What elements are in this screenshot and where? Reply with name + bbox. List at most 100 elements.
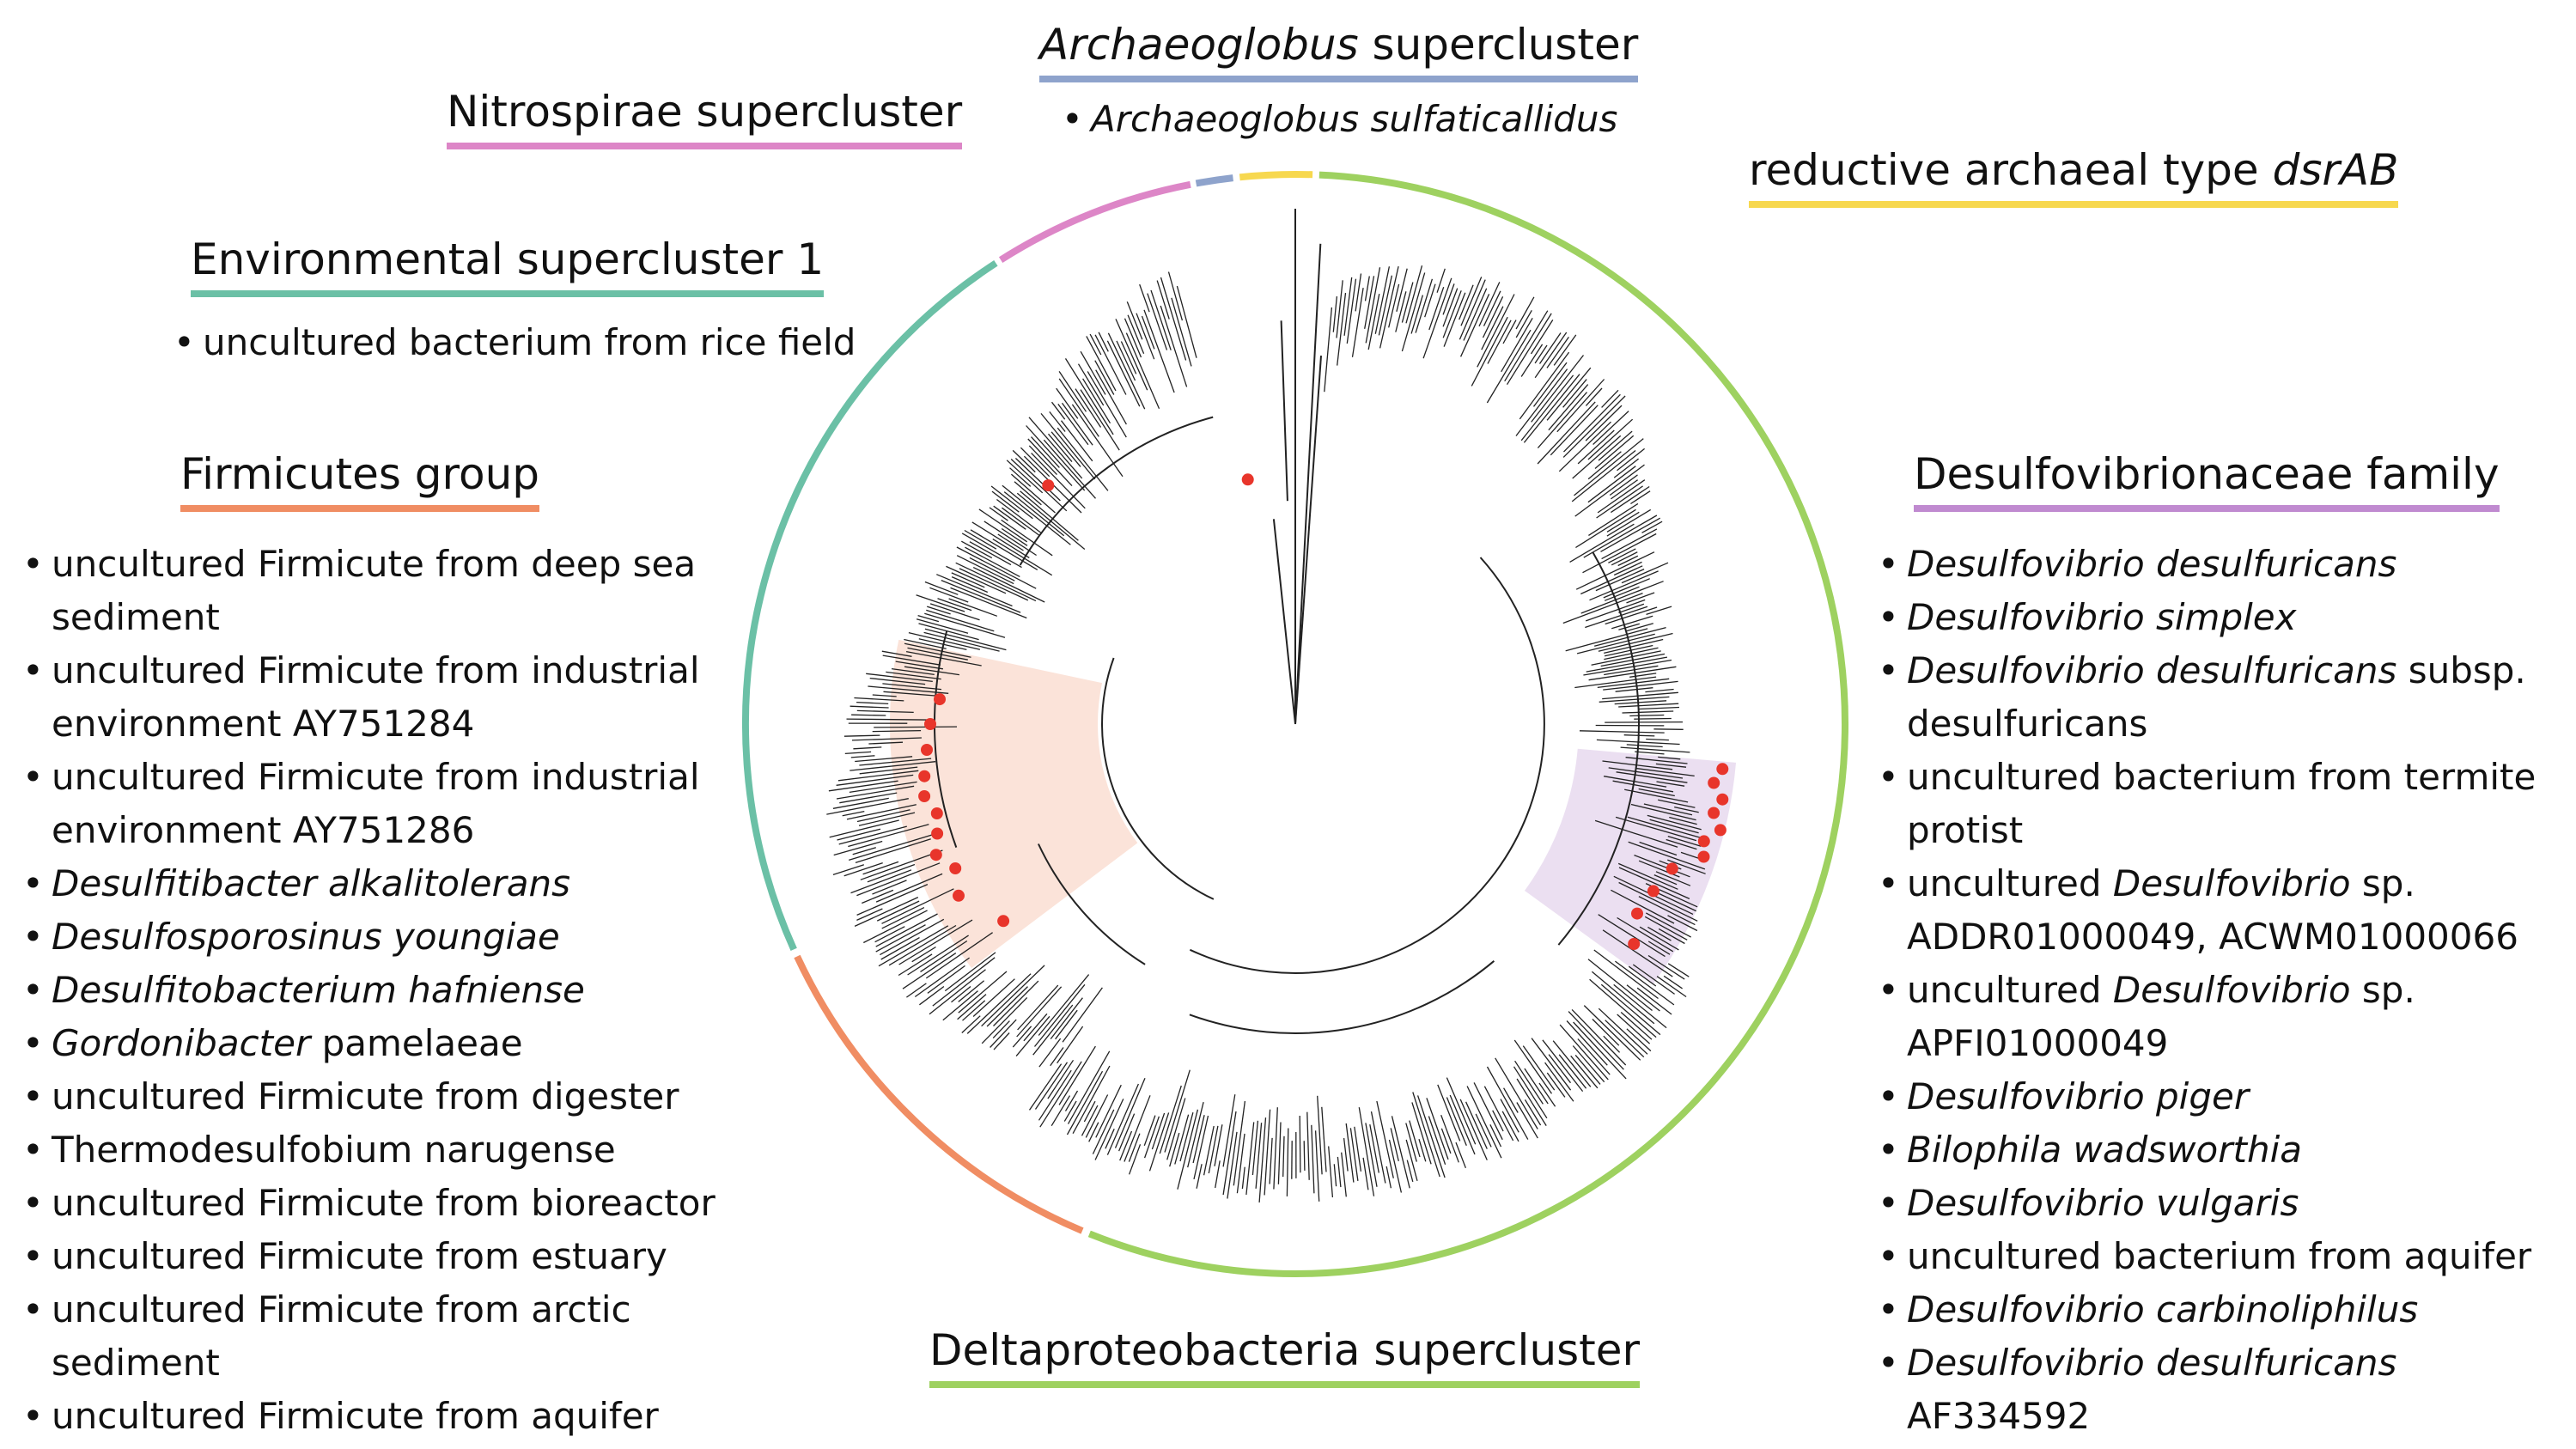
tree-leaf (1141, 315, 1155, 350)
tree-leaf (978, 508, 1028, 543)
tree-leaf (1014, 481, 1042, 506)
taxon-marker (1647, 885, 1659, 898)
tree-leaf (1667, 859, 1706, 874)
tree-leaf (1630, 803, 1696, 821)
tree-leaf (1572, 1045, 1605, 1083)
tree-leaf (1063, 1100, 1077, 1122)
tree-leaf (1487, 320, 1512, 364)
tree-leaf (1341, 1152, 1347, 1197)
tree-leaf (855, 838, 931, 864)
tree-leaf (1622, 710, 1674, 714)
inner-branch-arc (1557, 551, 1640, 946)
desulfovibrionaceae-list: Desulfovibrio desulfuricans Desulfovibri… (1874, 538, 2576, 1443)
tree-leaf (856, 884, 929, 916)
tree-leaf (1406, 1160, 1414, 1183)
taxon-accession: AF334592 (1907, 1395, 2091, 1437)
tree-leaf (1034, 1062, 1069, 1110)
tree-leaf (1422, 277, 1452, 359)
tree-leaf (1609, 474, 1638, 496)
tree-leaf (856, 862, 941, 897)
tree-leaf (1550, 405, 1599, 456)
tree-leaf (1107, 332, 1146, 410)
tree-leaf (1095, 1084, 1122, 1138)
tree-leaf (944, 952, 996, 992)
taxon-marker (934, 693, 946, 706)
tree-leaf (1080, 389, 1120, 451)
tree-leaf (849, 781, 917, 794)
list-item: uncultured Firmicute from industrial envi… (19, 751, 716, 857)
tree-leaf (1577, 429, 1615, 465)
reductive-title-italic: dsrAB (2272, 145, 2399, 195)
tree-leaf (1558, 421, 1611, 472)
tree-leaf (1478, 282, 1501, 327)
tree-leaf (882, 654, 941, 666)
taxon-name: Archaeoglobus sulfaticallidus (1091, 98, 1618, 140)
tree-leaf (1072, 1065, 1111, 1135)
tree-leaf (1620, 1012, 1653, 1040)
tree-leaf (907, 935, 969, 976)
tree-leaf (852, 847, 876, 855)
tree-leaf (1010, 473, 1056, 514)
tree-leaf (1598, 430, 1633, 461)
tree-leaf (1562, 379, 1587, 408)
tree-leaf (1343, 277, 1353, 336)
tree-leaf (1374, 266, 1391, 334)
list-item: Desulfovibrio desulfuricans AF334592 (1874, 1336, 2576, 1443)
tree-leaf (1600, 653, 1666, 667)
tree-leaf (1233, 1100, 1246, 1186)
tree-leaf (1390, 1128, 1399, 1162)
tree-leaf (1179, 1112, 1194, 1162)
tree-leaf (1106, 340, 1141, 407)
tree-leaf (1067, 1050, 1111, 1124)
tree-leaf (1215, 1160, 1221, 1189)
tree-leaf (1582, 533, 1657, 574)
tree-leaf (955, 562, 1037, 602)
tree-leaf (1639, 706, 1680, 710)
list-item: Desulfovibrio desulfuricans subsp. desulf… (1874, 644, 2576, 751)
tree-leaf (1636, 987, 1672, 1015)
tree-leaf (1587, 451, 1622, 480)
tree-leaf (990, 1019, 1017, 1048)
tree-leaf (1358, 1107, 1375, 1196)
tree-leaf (1258, 1117, 1267, 1202)
taxon-name: uncultured bacterium from termite (1907, 756, 2536, 798)
archaeoglobus-title-rest: supercluster (1358, 20, 1639, 70)
tree-leaf (1617, 916, 1674, 953)
tree-leaf (856, 908, 883, 921)
tree-leaf (1055, 1009, 1078, 1040)
firmicutes-ring-segment (794, 954, 1084, 1234)
list-item: Desulfosporosinus youngiae (19, 910, 716, 964)
tree-leaf (1625, 757, 1688, 764)
taxon-species: pamelaeae (310, 1022, 523, 1064)
tree-leaf (1160, 305, 1188, 387)
tree-leaf (925, 932, 993, 979)
taxon-marker (924, 718, 936, 730)
tree-leaf (868, 741, 904, 745)
tree-leaf (1572, 435, 1622, 479)
tree-leaf (1143, 1116, 1160, 1159)
tree-leaf (895, 661, 944, 670)
tree-leaf (1081, 1105, 1099, 1136)
list-item: uncultured Firmicute from arctic sediment (19, 1283, 716, 1390)
tree-leaf (962, 1000, 986, 1021)
tree-leaf (956, 555, 1014, 585)
taxon-name: Desulfovibrio piger (1907, 1075, 2250, 1117)
taxon-name: uncultured bacterium from rice field (203, 321, 856, 363)
firmicutes-list: uncultured Firmicute from deep sea sedime… (19, 538, 716, 1443)
taxon-name: uncultured bacterium from aquifer (1907, 1235, 2532, 1277)
taxon-name: Desulfitobacterium hafniense (52, 969, 585, 1011)
tree-leaf (898, 953, 933, 977)
tree-leaf (1098, 332, 1109, 352)
tree-leaf (1311, 1124, 1315, 1194)
tree-leaf (1416, 1095, 1446, 1178)
tree-leaf (924, 612, 1006, 638)
tree-leaf (1514, 1060, 1544, 1105)
tree-leaf (1411, 1102, 1432, 1165)
tree-leaf (1595, 569, 1645, 592)
tree-leaf (849, 833, 935, 861)
tree-leaf (1647, 954, 1685, 980)
tree-leaf (941, 579, 1021, 613)
tree-leaf (1538, 1082, 1556, 1107)
tree-leaf (1604, 665, 1659, 676)
